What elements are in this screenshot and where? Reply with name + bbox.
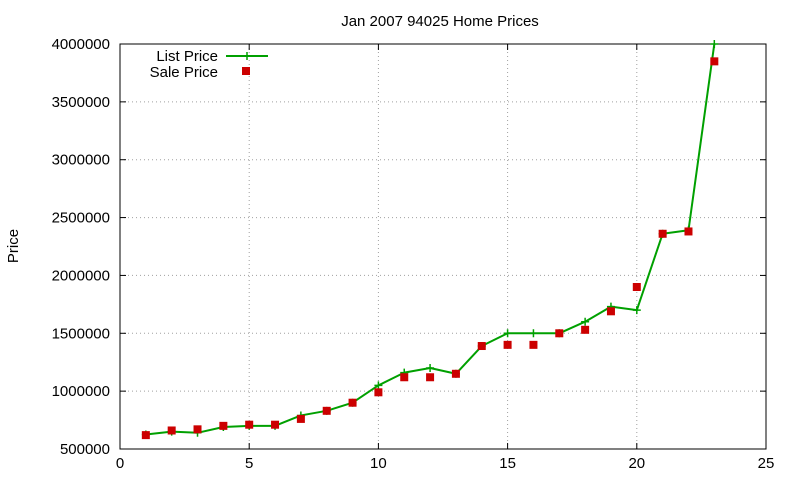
sale-price-point bbox=[555, 329, 564, 338]
legend-marker-sale-price bbox=[242, 67, 250, 75]
plot-frame bbox=[119, 43, 767, 450]
sale-price-point bbox=[141, 431, 150, 440]
sale-price-point bbox=[658, 229, 667, 238]
sale-price-point bbox=[400, 373, 409, 382]
list-price-point bbox=[374, 381, 383, 390]
sale-price-point bbox=[374, 388, 383, 397]
grid bbox=[120, 44, 766, 449]
list-price-point bbox=[529, 329, 538, 338]
axis-ticks: 0 5 10 15 20 25 500000 1000000 1500000 2000000 250… bbox=[52, 36, 775, 472]
list-price-point bbox=[426, 364, 435, 372]
sale-price-point bbox=[529, 340, 538, 349]
x-tick-label: 15 bbox=[499, 455, 516, 472]
sale-price-point bbox=[167, 426, 176, 435]
sale-price-point bbox=[632, 283, 641, 291]
sale-price-point bbox=[219, 421, 228, 430]
x-tick-label: 10 bbox=[370, 455, 387, 472]
y-tick-label: 1000000 bbox=[52, 383, 110, 400]
list-price-point bbox=[632, 306, 641, 315]
y-tick-label: 2500000 bbox=[52, 210, 110, 227]
sale-price-point bbox=[322, 406, 331, 415]
sale-price-point bbox=[477, 342, 486, 351]
legend-label-list-price: List Price bbox=[156, 48, 218, 65]
sale-price-point bbox=[581, 325, 590, 334]
y-tick-label: 3500000 bbox=[52, 94, 110, 111]
legend-label-sale-price: Sale Price bbox=[150, 64, 218, 81]
sale-price-point bbox=[271, 420, 280, 429]
y-tick-label: 1500000 bbox=[52, 325, 110, 342]
chart-title: Jan 2007 94025 Home Prices bbox=[341, 13, 539, 30]
x-tick-label: 5 bbox=[245, 455, 253, 472]
y-tick-label: 2000000 bbox=[52, 267, 110, 284]
sale-price-point bbox=[710, 57, 719, 66]
y-tick-label: 3000000 bbox=[52, 152, 110, 169]
series-layer bbox=[141, 40, 719, 440]
sale-price-point bbox=[296, 414, 305, 423]
y-axis-label: Price bbox=[5, 229, 22, 263]
list-price-point bbox=[581, 317, 590, 326]
sale-price-point bbox=[451, 369, 460, 378]
list-price-point bbox=[503, 329, 512, 338]
sale-price-point bbox=[426, 373, 435, 382]
list-price-point bbox=[710, 40, 719, 48]
sale-price-point bbox=[193, 425, 202, 434]
x-tick-label: 20 bbox=[628, 455, 645, 472]
y-tick-label: 500000 bbox=[60, 441, 110, 458]
sale-price-point bbox=[348, 398, 357, 407]
y-tick-label: 4000000 bbox=[52, 36, 110, 53]
sale-price-point bbox=[503, 340, 512, 349]
sale-price-point bbox=[684, 227, 693, 236]
sale-price-point bbox=[606, 307, 615, 316]
sale-price-point bbox=[245, 420, 254, 429]
x-tick-label: 25 bbox=[758, 455, 775, 472]
x-tick-label: 0 bbox=[116, 455, 124, 472]
legend-marker-list-price bbox=[243, 52, 251, 60]
